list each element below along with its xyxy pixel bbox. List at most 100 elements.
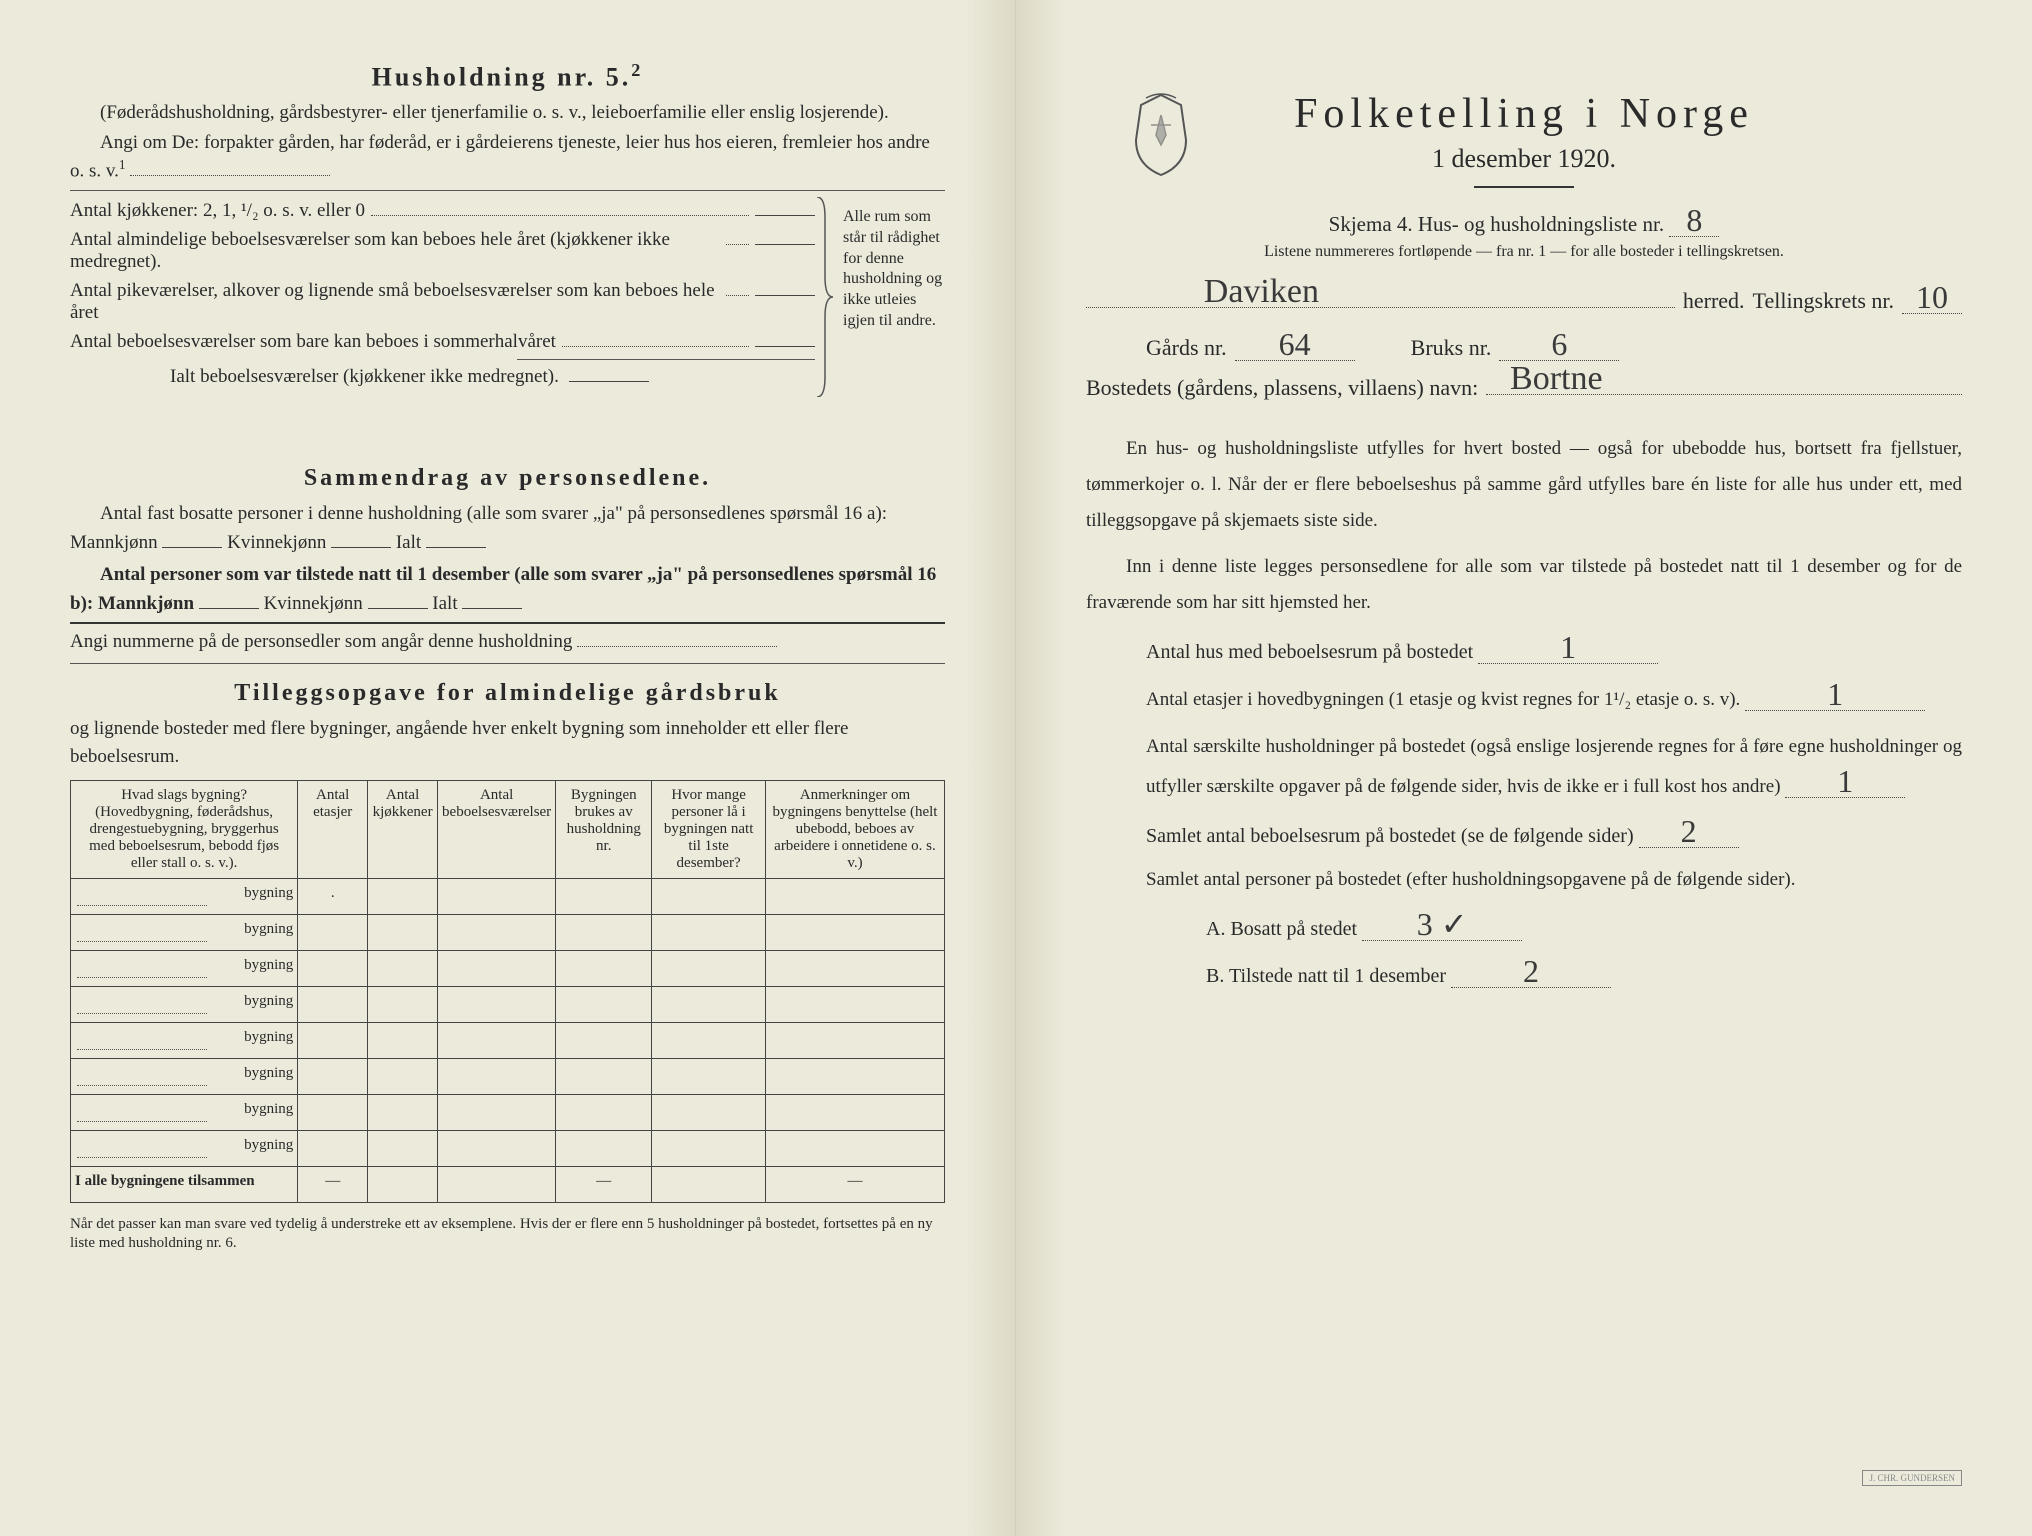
row-underline <box>77 1013 207 1014</box>
cell <box>438 1130 556 1166</box>
tellingskrets-label: Tellingskrets nr. <box>1753 288 1894 314</box>
tellingskrets-nr: 10 <box>1902 281 1962 314</box>
total-label: I alle bygningene tilsammen <box>71 1166 298 1202</box>
field4-value: 2 <box>1639 815 1739 848</box>
bosted-label: Bostedets (gårdens, plassens, villaens) … <box>1086 375 1478 401</box>
cell <box>556 878 652 914</box>
table-total-row: I alle bygningene tilsammen — — — <box>71 1166 945 1202</box>
cell <box>368 878 438 914</box>
cell <box>652 1022 766 1058</box>
row-slot <box>755 295 815 296</box>
cell <box>765 878 944 914</box>
herred-label: herred. <box>1683 288 1745 314</box>
sammendrag-1: Antal fast bosatte personer i denne hush… <box>70 500 945 557</box>
bruks-nr: 6 <box>1499 328 1619 361</box>
bruks-label: Bruks nr. <box>1411 335 1492 361</box>
husholdning-title: Husholdning nr. 5.2 <box>70 60 945 93</box>
blank-mann2 <box>199 608 259 609</box>
field5b-label: B. Tilstede natt til 1 desember <box>1206 965 1446 987</box>
cell <box>438 950 556 986</box>
row-underline <box>77 905 207 906</box>
intro-text: (Føderådshusholdning, gårdsbestyrer- ell… <box>70 101 945 126</box>
right-page: Folketelling i Norge 1 desember 1920. Sk… <box>1016 0 2032 1536</box>
bygning-type-cell: bygning <box>71 878 298 914</box>
cell <box>368 986 438 1022</box>
skjema-label: Skjema 4. Hus- og husholdningsliste nr. <box>1329 212 1664 236</box>
ialt-label-2: Ialt <box>396 532 421 553</box>
sammendrag-title: Sammendrag av personsedlene. <box>70 465 945 492</box>
cell <box>438 878 556 914</box>
cell <box>438 1166 556 1202</box>
row-slot <box>755 215 815 216</box>
room-counts-section: Antal kjøkkener: 2, 1, ¹/₂ o. s. v. elle… <box>70 197 945 447</box>
cell <box>298 1022 368 1058</box>
cell <box>765 1130 944 1166</box>
bygning-suffix: bygning <box>244 1065 293 1081</box>
angi-text: Angi om De: forpakter gården, har føderå… <box>70 131 945 184</box>
listene-note: Listene nummereres fortløpende — fra nr.… <box>1086 243 1962 261</box>
th-personer: Hvor mange personer lå i bygningen natt … <box>652 780 766 878</box>
field3: Antal særskilte husholdninger på bostede… <box>1146 729 1962 805</box>
bygning-suffix: bygning <box>244 1029 293 1045</box>
footnote: Når det passer kan man svare ved tydelig… <box>70 1215 945 1254</box>
row-beboelse: Antal almindelige beboelsesværelser som … <box>70 226 815 273</box>
angi-nr-text: Angi nummerne på de personsedler som ang… <box>70 631 572 652</box>
herred-row: Daviken herred. Tellingskrets nr. 10 <box>1086 281 1962 314</box>
blank-ialt <box>426 547 486 548</box>
cell <box>298 986 368 1022</box>
angi-label: Angi om De: forpakter gården, har føderå… <box>70 132 930 181</box>
table-row: bygning <box>71 1022 945 1058</box>
ialt-label: Ialt beboelsesværelser (kjøkkener ikke m… <box>70 366 559 388</box>
field4-label: Samlet antal beboelsesrum på bostedet (s… <box>1146 825 1634 847</box>
cell <box>765 1094 944 1130</box>
cell <box>652 914 766 950</box>
field2: Antal etasjer i hovedbygningen (1 etasje… <box>1146 678 1962 718</box>
cell <box>438 1022 556 1058</box>
blank-kvinne <box>331 547 391 548</box>
thick-rule <box>70 622 945 624</box>
bygning-type-cell: bygning <box>71 1094 298 1130</box>
kvinne-label: Kvinnekjønn <box>227 532 326 553</box>
cell <box>438 1058 556 1094</box>
cell <box>556 1094 652 1130</box>
cell <box>438 914 556 950</box>
bosted-row: Bostedets (gårdens, plassens, villaens) … <box>1086 375 1962 401</box>
brace-icon <box>815 197 835 447</box>
table-row: bygning <box>71 914 945 950</box>
bygning-suffix: bygning <box>244 885 293 901</box>
cell <box>368 950 438 986</box>
skjema-line: Skjema 4. Hus- og husholdningsliste nr. … <box>1086 204 1962 237</box>
row-fill <box>562 328 749 347</box>
bygning-type-cell: bygning <box>71 986 298 1022</box>
blank-ialt2 <box>462 608 522 609</box>
cell <box>652 878 766 914</box>
row-underline <box>77 1085 207 1086</box>
row-underline <box>77 977 207 978</box>
field4: Samlet antal beboelsesrum på bostedet (s… <box>1146 815 1962 856</box>
row-label: Antal almindelige beboelsesværelser som … <box>70 229 720 273</box>
cell <box>556 914 652 950</box>
row-kjokken: Antal kjøkkener: 2, 1, ¹/₂ o. s. v. elle… <box>70 197 815 222</box>
table-row: bygning <box>71 1094 945 1130</box>
cell <box>368 914 438 950</box>
bygning-type-cell: bygning <box>71 1022 298 1058</box>
table-row: bygning <box>71 1130 945 1166</box>
divider2 <box>70 663 945 664</box>
left-page: Husholdning nr. 5.2 (Føderådshusholdning… <box>0 0 1016 1536</box>
bygning-suffix: bygning <box>244 1101 293 1117</box>
angi-nummerne: Angi nummerne på de personsedler som ang… <box>70 628 945 657</box>
cell <box>298 950 368 986</box>
row-sommer: Antal beboelsesværelser som bare kan beb… <box>70 328 815 353</box>
cell <box>556 986 652 1022</box>
table-row: bygning <box>71 986 945 1022</box>
para2: Inn i denne liste legges personsedlene f… <box>1086 549 1962 621</box>
table-header-row: Hvad slags bygning? (Hovedbygning, føder… <box>71 780 945 878</box>
bygning-table: Hvad slags bygning? (Hovedbygning, føder… <box>70 780 945 1203</box>
bygning-type-cell: bygning <box>71 1130 298 1166</box>
blank-mann <box>162 547 222 548</box>
cell <box>556 950 652 986</box>
row-underline <box>77 1121 207 1122</box>
cell <box>438 986 556 1022</box>
row-slot <box>755 346 815 347</box>
dash: — <box>556 1166 652 1202</box>
